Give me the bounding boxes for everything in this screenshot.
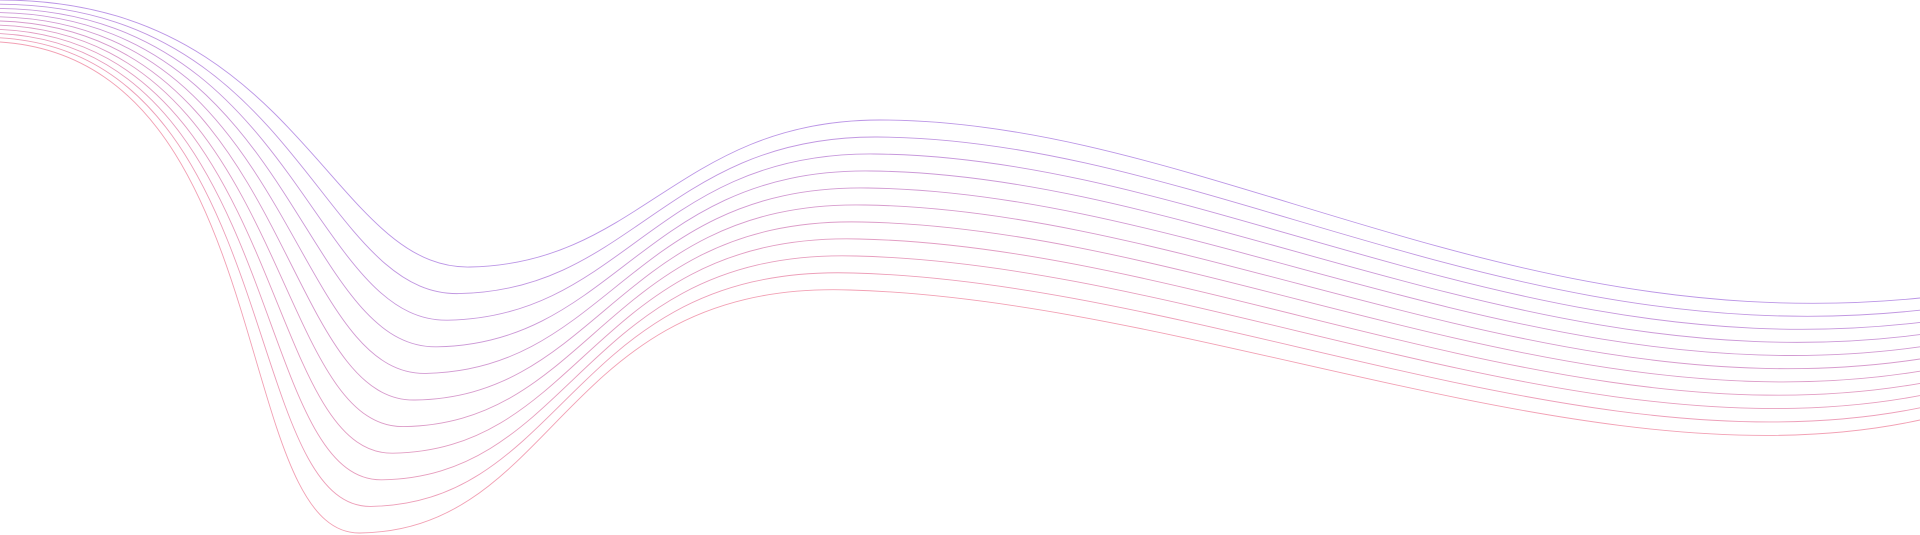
wave-line — [0, 37, 1920, 507]
wave-line — [0, 28, 1920, 454]
wave-line — [0, 24, 1920, 428]
wave-line — [0, 12, 1920, 348]
wave-line — [0, 16, 1920, 374]
wave-line — [0, 20, 1920, 401]
wave-line — [0, 3, 1920, 317]
wave-line — [0, 7, 1920, 330]
wave-line — [0, 0, 1920, 304]
wave-line — [0, 41, 1920, 534]
wave-line — [0, 33, 1920, 481]
